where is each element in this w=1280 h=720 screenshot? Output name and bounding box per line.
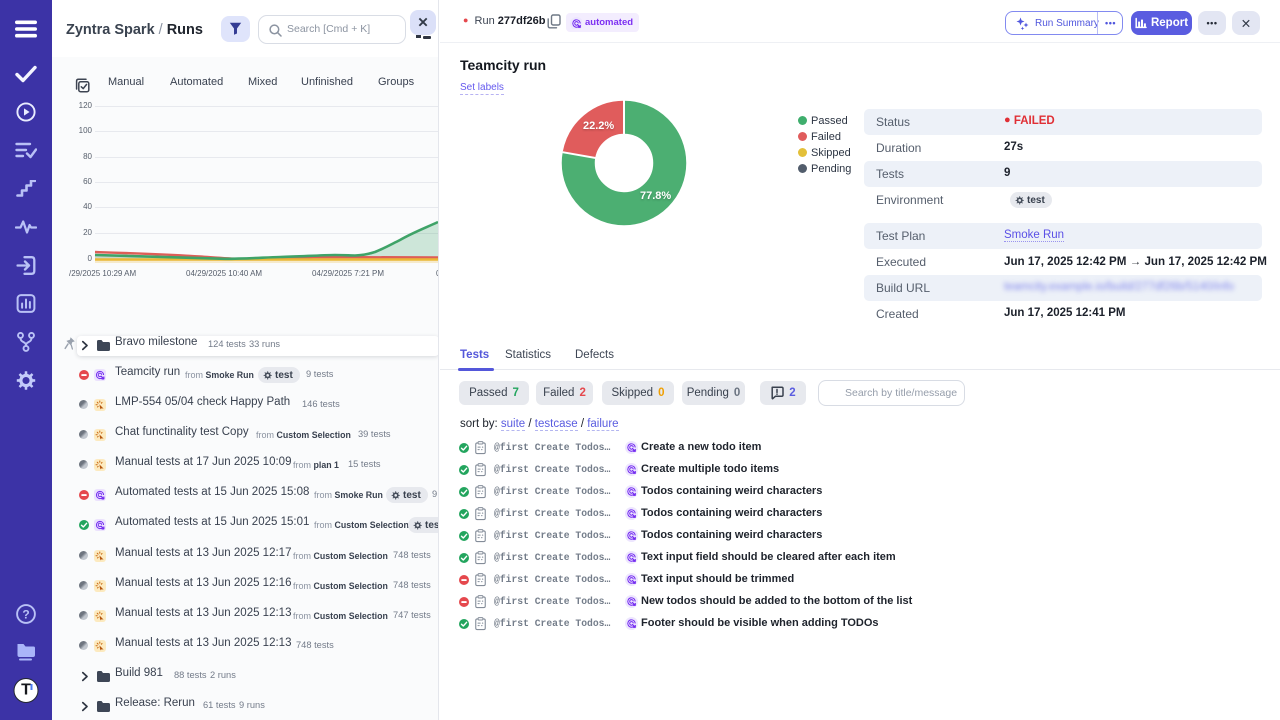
svg-text:?: ? — [22, 608, 29, 622]
